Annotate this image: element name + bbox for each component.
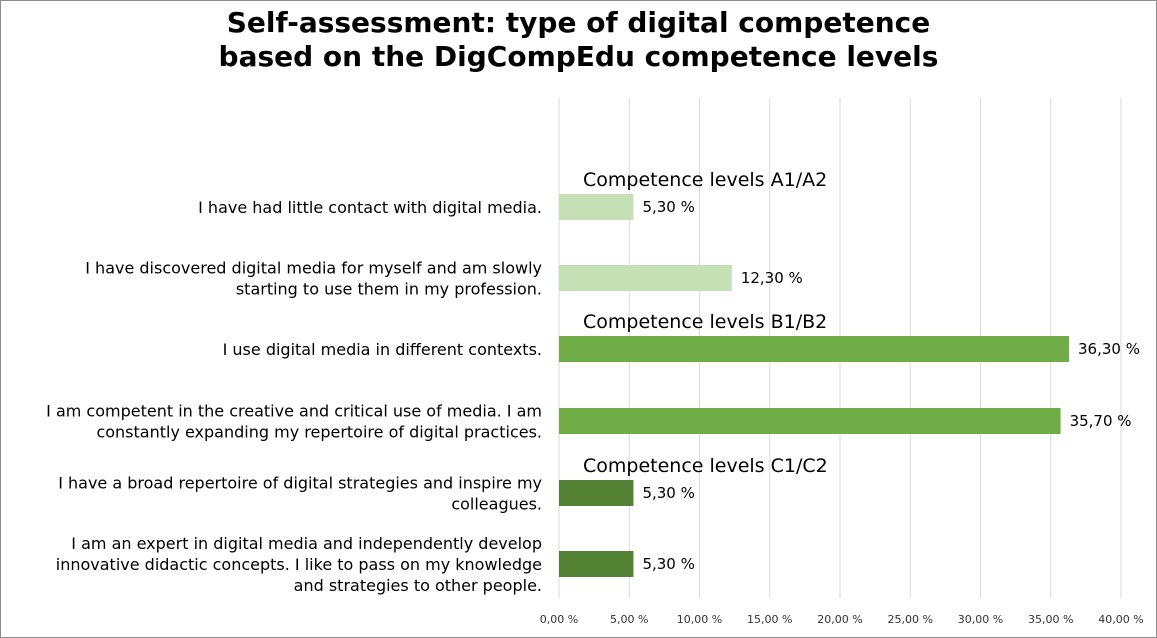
x-tick-label: 15,00 % [747, 613, 792, 626]
chart-title: Self-assessment: type of digital compete… [0, 6, 1157, 74]
category-label: I am competent in the creative and criti… [46, 402, 542, 442]
group-label: Competence levels B1/B2 [583, 311, 827, 333]
data-label: 36,30 % [1078, 340, 1140, 358]
category-label-line: I have a broad repertoire of digital str… [58, 474, 542, 493]
data-label: 5,30 % [642, 198, 694, 216]
category-labels: I have had little contact with digital m… [46, 198, 542, 595]
group-label: Competence levels C1/C2 [583, 455, 828, 477]
x-tick-label: 20,00 % [817, 613, 862, 626]
bar [559, 336, 1070, 362]
group-labels: Competence levels A1/A2 Competence levels… [583, 169, 828, 477]
group-label: Competence levels A1/A2 [583, 169, 827, 191]
category-label-line: constantly expanding my repertoire of di… [96, 423, 542, 442]
x-tick-label: 35,00 % [1028, 613, 1073, 626]
category-label: I have discovered digital media for myse… [85, 259, 542, 299]
data-label: 12,30 % [741, 269, 803, 287]
category-label: I am an expert in digital media and inde… [56, 534, 542, 595]
x-tick-label: 40,00 % [1098, 613, 1143, 626]
x-tick-label: 10,00 % [677, 613, 722, 626]
category-label: I have had little contact with digital m… [198, 198, 542, 217]
x-axis-ticks: 0,00 % 5,00 % 10,00 % 15,00 % 20,00 % 25,00 %… [540, 613, 1144, 626]
chart-title-line-2: based on the DigCompEdu competence level… [218, 40, 939, 73]
value-labels: 5,30 % 12,30 % 36,30 % 35,70 % 5,30 % 5,30 % [642, 198, 1140, 573]
bar [559, 408, 1061, 434]
category-label-line: I have discovered digital media for myse… [85, 259, 542, 278]
x-tick-label: 5,00 % [610, 613, 648, 626]
bars [559, 194, 1070, 577]
chart-title-line-1: Self-assessment: type of digital compete… [226, 6, 931, 39]
category-label: I use digital media in different context… [223, 340, 542, 359]
category-label-line: I am competent in the creative and criti… [46, 402, 542, 421]
category-label-line: and strategies to other people. [294, 576, 542, 595]
data-label: 35,70 % [1070, 412, 1132, 430]
data-label: 5,30 % [642, 555, 694, 573]
data-label: 5,30 % [642, 484, 694, 502]
category-label-line: I have had little contact with digital m… [198, 198, 542, 217]
category-label-line: innovative didactic concepts. I like to … [56, 555, 542, 574]
category-label-line: I am an expert in digital media and inde… [71, 534, 542, 553]
bar [559, 480, 634, 506]
category-label: I have a broad repertoire of digital str… [58, 474, 542, 514]
bar [559, 551, 634, 577]
bar [559, 265, 732, 291]
x-tick-label: 0,00 % [540, 613, 578, 626]
category-label-line: I use digital media in different context… [223, 340, 542, 359]
category-label-line: colleagues. [451, 495, 542, 514]
bar [559, 194, 634, 220]
x-tick-label: 30,00 % [958, 613, 1003, 626]
x-tick-label: 25,00 % [888, 613, 933, 626]
category-label-line: starting to use them in my profession. [236, 280, 542, 299]
